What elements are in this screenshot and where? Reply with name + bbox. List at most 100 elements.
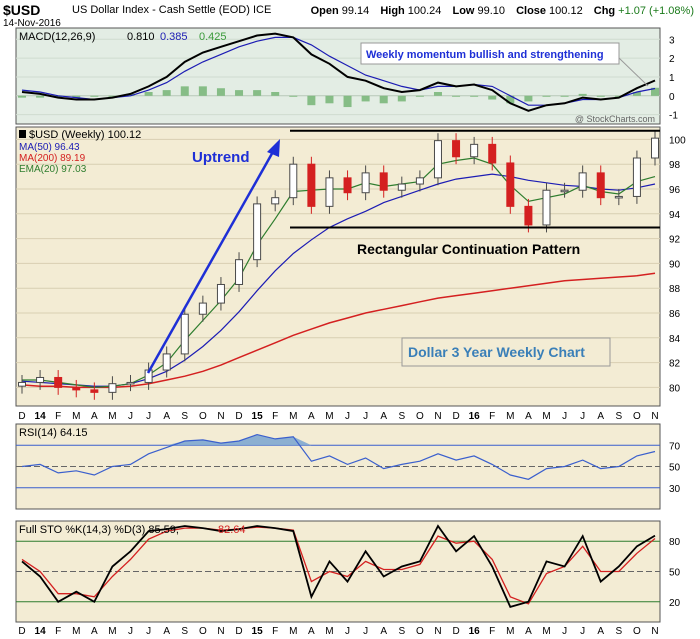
close-label: Close (516, 5, 547, 17)
macd-histogram-bar (90, 95, 99, 97)
macd-histogram-bar (651, 87, 659, 96)
rsi-line (21, 433, 656, 480)
price-y-tick-label: 90 (669, 259, 681, 270)
price-panel: Uptrend Rectangular Continuation Pattern… (15, 126, 686, 407)
sto-y-tick-label: 50 (669, 568, 681, 579)
macd-signal-value: 0.385 (160, 31, 188, 43)
price-candle-body (470, 143, 479, 158)
macd-histogram-bar (415, 95, 424, 97)
legend-ema20: EMA(20) 97.03 (19, 164, 87, 175)
macd-histogram-bar (325, 95, 334, 104)
macd-histogram-bar (72, 95, 81, 98)
rsi-gridlines (16, 444, 660, 489)
price-candles (18, 130, 659, 400)
price-candle-body (72, 386, 81, 391)
sto-y-tick-label: 80 (669, 537, 681, 548)
rsi-y-axis-ticks: 70 50 30 (669, 441, 681, 495)
open-value: 99.14 (341, 5, 370, 17)
uptrend-annotation: Uptrend (192, 149, 250, 166)
x-axis-tick-label: D (235, 411, 242, 422)
x-axis-tick-label: S (181, 411, 188, 422)
macd-histogram-bar (632, 92, 641, 96)
x-axis-tick-label: N (434, 411, 441, 422)
price-y-tick-label: 98 (669, 160, 681, 171)
instrument-exchange: ICE (252, 4, 272, 16)
legend-ma50: MA(50) 96.43 (19, 142, 80, 153)
price-candle-body (162, 353, 171, 371)
macd-histogram-bar (433, 92, 442, 96)
macd-histogram-bar (524, 95, 533, 102)
open-label: Open (310, 5, 339, 17)
x-axis-bottom-tick-label: J (562, 626, 567, 637)
price-y-tick-label: 82 (669, 359, 681, 370)
price-candle-body (452, 140, 461, 158)
sto-y-tick-label: 20 (669, 598, 681, 609)
macd-histogram-bar (343, 95, 352, 108)
macd-histogram-bar (488, 95, 497, 100)
x-axis-bottom-tick-label: J (580, 626, 585, 637)
x-axis-bottom-tick-label: S (615, 626, 622, 637)
price-candle-body (614, 195, 623, 199)
price-legend: $USD (Weekly) 100.12 MA(50) 96.43 MA(200… (19, 129, 141, 175)
chg-value: +1.07 (+1.08%) (618, 5, 694, 17)
macd-panel: 3 2 1 0 -1 MACD(12,26,9) 0.810 0.385 0.425 W… (15, 27, 678, 125)
x-axis-bottom-tick-label: M (108, 626, 116, 637)
macd-histogram-bar (578, 93, 587, 96)
x-axis-tick-label: O (199, 411, 207, 422)
pattern-annotation: Rectangular Continuation Pattern (357, 241, 580, 257)
price-candle-body (235, 259, 244, 285)
price-candle-body (415, 177, 424, 185)
macd-histogram-bar (361, 95, 370, 102)
x-axis-tick-label: S (615, 411, 622, 422)
price-candle-body (216, 283, 225, 304)
sto-label: Full STO %K(14,3) %D(3) 85.59, (19, 524, 179, 536)
macd-y-tick-label: 2 (669, 54, 675, 65)
price-candle-body (108, 383, 117, 393)
sto-d-value: 82.64 (218, 524, 246, 536)
legend-ma200: MA(200) 89.19 (19, 153, 86, 164)
x-axis-tick-label: A (597, 411, 604, 422)
x-axis-bottom-tick-label: M (506, 626, 514, 637)
x-axis-tick-label: O (633, 411, 641, 422)
price-y-tick-label: 94 (669, 210, 681, 221)
rsi-panel: 70 50 30 RSI(14) 64.15 (15, 423, 681, 510)
macd-histogram-bar (289, 95, 298, 97)
macd-histogram-bar (271, 92, 280, 96)
x-axis: D 14 F M A M J J A S O N D 15 F M A M J J A S O N D 16 F M A M J J A S O N (18, 411, 658, 422)
x-axis-bottom-tick-label: 15 (252, 626, 264, 637)
price-candle-body (488, 143, 497, 164)
macd-histogram-bar (452, 95, 461, 97)
x-axis-tick-label: A (525, 411, 532, 422)
x-axis-tick-label: A (163, 411, 170, 422)
x-axis-bottom-tick-label: A (163, 626, 170, 637)
x-axis-tick-label: D (18, 411, 25, 422)
price-candle-body (632, 157, 641, 197)
sto-panel: 80 50 20 Full STO %K(14,3) %D(3) 85.59, 82… (15, 520, 681, 623)
x-axis-bottom-tick-label: A (525, 626, 532, 637)
rsi-label: RSI(14) 64.15 (19, 427, 87, 439)
x-axis-bottom-tick-label: 16 (469, 626, 481, 637)
macd-histogram (18, 86, 659, 108)
x-axis-bottom-tick-label: O (199, 626, 207, 637)
sto-k-line (21, 524, 656, 608)
x-axis-tick-label: J (562, 411, 567, 422)
macd-y-tick-label: 0 (669, 92, 675, 103)
x-axis-tick-label: A (380, 411, 387, 422)
macd-histogram-bar (198, 86, 207, 96)
chart-date: 14-Nov-2016 (3, 18, 61, 29)
price-y-tick-label: 96 (669, 185, 681, 196)
high-label: High (380, 5, 405, 17)
macd-histogram-bar (108, 95, 117, 97)
price-candle-body (596, 172, 605, 199)
chart-symbol: $USD (3, 2, 41, 18)
x-axis-bottom-tick-label: O (416, 626, 424, 637)
macd-line (21, 32, 656, 112)
macd-value: 0.810 (127, 31, 155, 43)
macd-histogram-bar (614, 95, 623, 97)
x-axis-tick-label: M (72, 411, 80, 422)
macd-y-tick-label: -1 (669, 111, 678, 122)
macd-histogram-bar (379, 95, 388, 104)
price-candle-body (542, 189, 551, 226)
x-axis-bottom-tick-label: F (55, 626, 61, 637)
